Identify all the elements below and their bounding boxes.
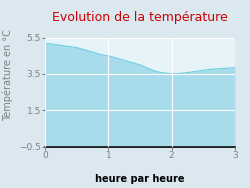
Text: Température en °C: Température en °C: [2, 29, 13, 121]
Text: Evolution de la température: Evolution de la température: [52, 11, 228, 24]
Text: heure par heure: heure par heure: [95, 174, 185, 184]
